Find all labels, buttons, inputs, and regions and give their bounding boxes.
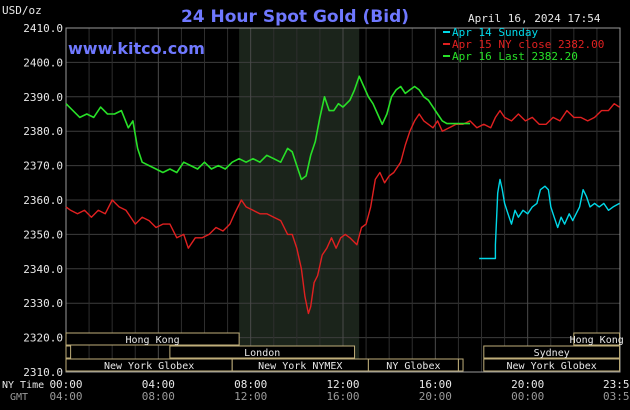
plot-frame	[65, 27, 621, 373]
x-tick-label-ny: 04:00	[142, 378, 175, 391]
y-axis: 2410.0 2400.0 2390.0 2380.0 2370.0 2360.0 2350…	[23, 22, 63, 379]
session-label: Hong Kong	[570, 335, 624, 346]
timestamp: April 16, 2024 17:54	[468, 12, 601, 25]
price-series	[65, 75, 620, 315]
y-tick-label: 2320.0	[23, 332, 63, 345]
series-line-1	[65, 102, 620, 315]
y-tick-label: 2310.0	[23, 366, 63, 379]
x-axis: 00:0004:0004:0008:0008:0012:0012:0016:00…	[49, 378, 630, 403]
session-label: New York NYMEX	[258, 361, 342, 372]
chart-title: 24 Hour Spot Gold (Bid)	[181, 7, 409, 27]
gmt-row-label: GMT	[10, 392, 28, 403]
y-tick-label: 2370.0	[23, 160, 63, 173]
session-box-stub	[65, 345, 72, 359]
market-sessions: Hong Kong London New York Globex New York N…	[65, 332, 624, 372]
series-line-2	[65, 75, 470, 181]
legend-entry: Apr 15 NY close 2382.00	[452, 38, 604, 51]
x-tick-label-gmt: 20:00	[419, 390, 452, 403]
legend-entry: Apr 14 Sunday	[452, 26, 538, 39]
y-tick-label: 2410.0	[23, 22, 63, 35]
x-tick-label-gmt: 16:00	[326, 390, 359, 403]
session-label: NY Globex	[386, 361, 440, 372]
session-box-stub	[457, 358, 464, 372]
y-tick-label: 2330.0	[23, 297, 63, 310]
session-box	[483, 358, 621, 372]
session-label: London	[244, 348, 280, 359]
session-label: Sydney	[534, 348, 570, 359]
x-tick-label-gmt: 12:00	[234, 390, 267, 403]
y-tick-label: 2400.0	[23, 56, 63, 69]
x-tick-label-ny: 08:00	[234, 378, 267, 391]
session-box	[573, 332, 621, 346]
ny-time-row-label: NY Time	[2, 380, 44, 391]
brand-url: www.kitco.com	[68, 39, 205, 58]
x-tick-label-ny: 12:00	[326, 378, 359, 391]
y-tick-label: 2340.0	[23, 263, 63, 276]
y-tick-label: 2390.0	[23, 91, 63, 104]
legend-entry: Apr 16 Last 2382.20	[452, 50, 578, 63]
x-tick-label-ny: 23:59	[603, 378, 630, 391]
series-line-0	[479, 178, 620, 260]
x-tick-label-ny: 00:00	[49, 378, 82, 391]
session-label: New York Globex	[104, 361, 194, 372]
x-tick-label-ny: 20:00	[511, 378, 544, 391]
y-axis-unit-label: USD/oz	[2, 4, 42, 17]
x-tick-label-gmt: 08:00	[142, 390, 175, 403]
session-box	[65, 332, 240, 346]
y-tick-label: 2350.0	[23, 228, 63, 241]
session-label: New York Globex	[507, 361, 597, 372]
x-tick-label-ny: 16:00	[419, 378, 452, 391]
x-tick-label-gmt: 04:00	[49, 390, 82, 403]
x-tick-label-gmt: 00:00	[511, 390, 544, 403]
session-box	[483, 345, 621, 359]
y-tick-label: 2380.0	[23, 125, 63, 138]
session-box	[169, 345, 356, 359]
session-label: Hong Kong	[125, 335, 179, 346]
y-tick-label: 2360.0	[23, 194, 63, 207]
x-tick-label-gmt: 03:59	[603, 390, 630, 403]
gridlines	[66, 27, 620, 373]
